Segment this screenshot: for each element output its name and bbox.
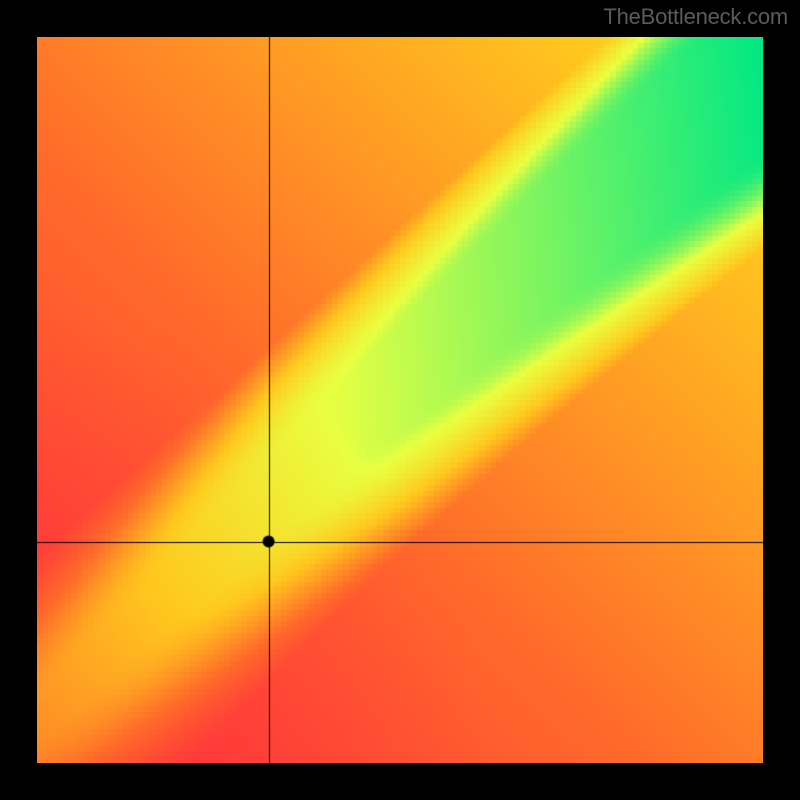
bottleneck-heatmap: [37, 37, 763, 763]
chart-container: TheBottleneck.com: [0, 0, 800, 800]
attribution-label: TheBottleneck.com: [603, 4, 788, 30]
